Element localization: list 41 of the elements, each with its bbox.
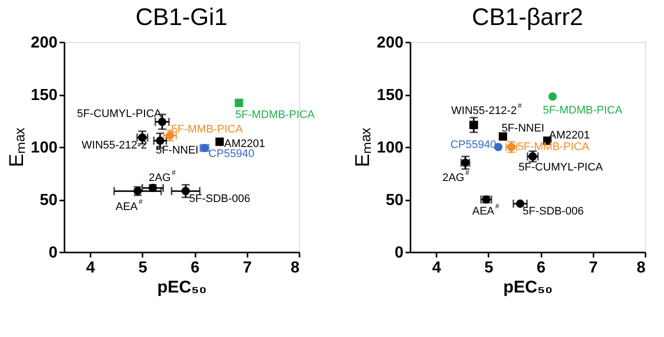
annotation: 5F-SDB-006 (189, 193, 250, 206)
y-tick-label: 200 (30, 34, 58, 52)
y-tick-label: 100 (376, 140, 404, 156)
x-tick-label: 5 (484, 260, 494, 276)
y-tick-label: 0 (394, 244, 404, 262)
annotation: 5F-MMB-PICA (171, 123, 244, 136)
annotation: 5F-SDB-006 (522, 206, 584, 218)
y-tick-label: 150 (30, 87, 58, 104)
annotation: 5F-MDMB-PICA (542, 104, 623, 117)
annotation: 5F-MMB-PICA (518, 141, 590, 153)
x-tick-label: 7 (588, 260, 598, 276)
annotation: AM2201 (548, 130, 590, 142)
y-axis-title: Eₘₐₓ (6, 127, 28, 168)
y-tick-label: 150 (376, 87, 404, 104)
annotation: AM2201 (224, 138, 266, 150)
annotation: WIN55-212-2 (82, 140, 148, 152)
annotation: CP55940 (208, 148, 254, 160)
annotation: 5F-CUMYL-PICA (77, 108, 162, 120)
x-tick-label: 4 (432, 260, 442, 276)
x-tick-label: 8 (636, 260, 646, 276)
y-tick-label: 100 (30, 140, 58, 156)
chart-title: CB1-Gi1 (135, 4, 228, 31)
x-tick-label: 8 (290, 260, 300, 276)
annotation: 5F-MDMB-PICA (235, 108, 316, 121)
x-tick-label: 6 (190, 260, 200, 276)
annotation: CP55940 (450, 139, 496, 151)
y-tick-label: 50 (40, 192, 58, 209)
annotation: 5F-CUMYL-PICA (518, 161, 604, 174)
x-tick-label: 7 (242, 260, 252, 276)
y-tick-label: 50 (386, 192, 404, 209)
annotation: 5F-NNEI (502, 122, 544, 134)
y-axis-title: Eₘₐₓ (352, 127, 374, 168)
x-axis-title: pEC₅₀ (157, 278, 207, 296)
annotation: 5F-NNEI (156, 144, 198, 157)
x-tick-label: 5 (138, 260, 148, 276)
x-tick-label: 6 (536, 260, 546, 276)
x-tick-label: 4 (86, 260, 96, 276)
y-tick-label: 200 (376, 34, 404, 52)
chart-title: CB1-βarr2 (472, 4, 584, 31)
y-tick-label: 0 (48, 244, 58, 262)
x-axis-title: pEC₅₀ (503, 278, 553, 296)
